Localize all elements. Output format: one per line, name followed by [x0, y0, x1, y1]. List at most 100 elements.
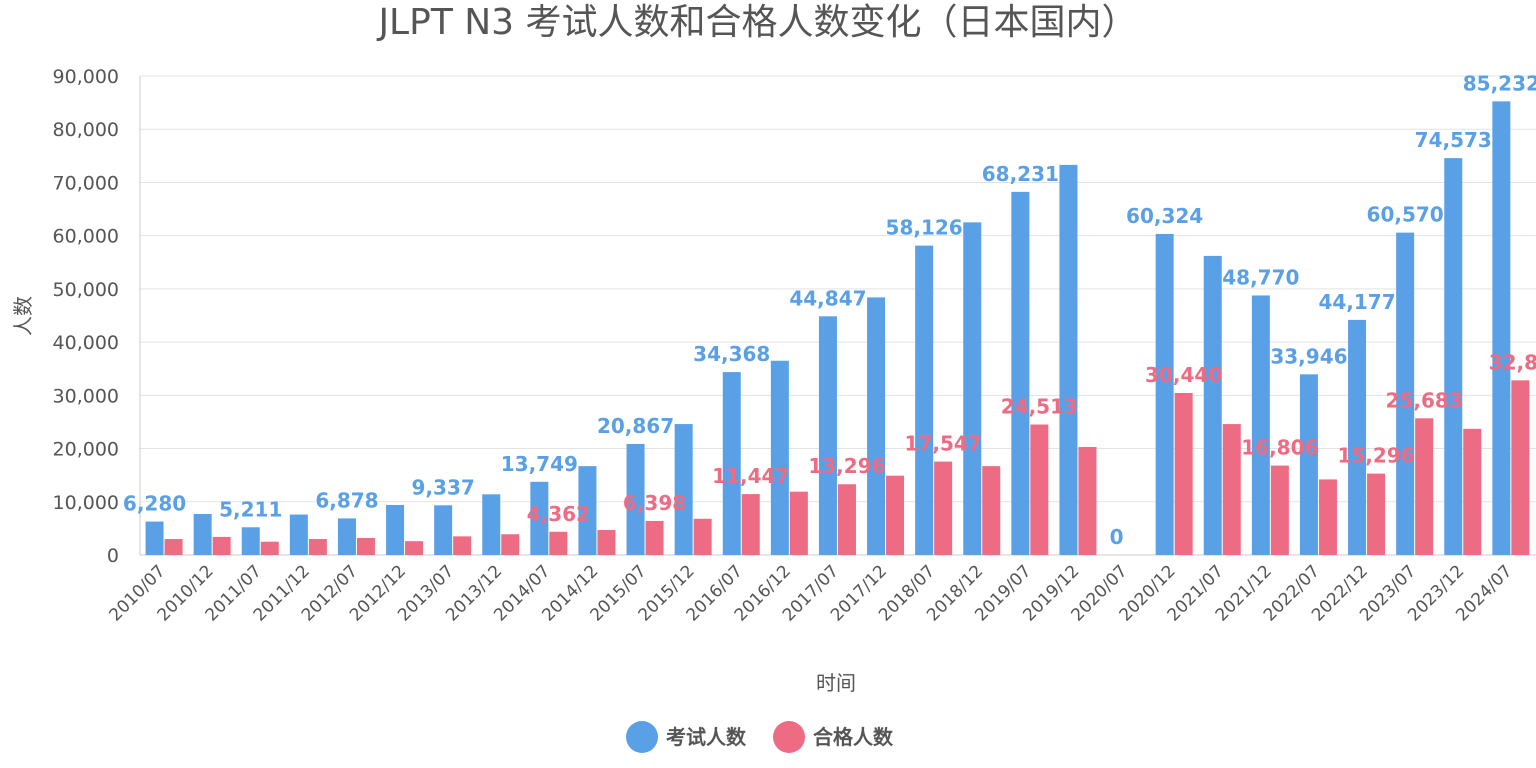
y-tick-labels: 0 10,000 20,000 30,000 40,000 50,000 60,000 70,… [53, 66, 119, 567]
y-tick-label: 0 [107, 545, 119, 567]
bar-passers[interactable] [356, 537, 375, 555]
data-label-exam-takers: 85,232 [1463, 71, 1536, 95]
data-label-exam-takers: 74,573 [1415, 128, 1492, 152]
bar-exam-takers[interactable] [193, 514, 212, 555]
bar-exam-takers[interactable] [1396, 232, 1415, 555]
bar-passers[interactable] [549, 531, 568, 555]
bar-exam-takers[interactable] [337, 518, 356, 555]
y-tick-label: 30,000 [53, 385, 119, 407]
bar-passers[interactable] [886, 475, 905, 555]
data-label-exam-takers: 0 [1110, 525, 1124, 549]
bar-passers[interactable] [1463, 428, 1482, 555]
x-tick-labels: 2010/072010/122011/072011/122012/072012/… [106, 561, 1517, 625]
y-tick-label: 70,000 [53, 172, 119, 194]
bar-passers[interactable] [308, 539, 327, 555]
bars [145, 101, 1530, 556]
bar-exam-takers[interactable] [386, 504, 405, 555]
bar-exam-takers[interactable] [722, 372, 741, 555]
bar-passers[interactable] [453, 536, 472, 555]
x-axis-title: 时间 [816, 671, 856, 695]
bar-passers[interactable] [693, 518, 712, 555]
bar-passers[interactable] [1030, 424, 1049, 555]
data-label-exam-takers: 6,878 [315, 488, 378, 512]
data-label-passers: 6,398 [623, 491, 686, 515]
data-label-passers: 16,806 [1241, 436, 1318, 460]
bar-passers[interactable] [260, 541, 279, 555]
legend[interactable]: 考试人数 合格人数 [626, 721, 894, 753]
bar-passers[interactable] [1511, 380, 1530, 555]
data-label-passers: 17,547 [905, 432, 982, 456]
data-label-passers: 13,296 [808, 454, 885, 478]
data-label-exam-takers: 34,368 [693, 342, 770, 366]
bar-exam-takers[interactable] [1011, 191, 1030, 556]
bar-exam-takers[interactable] [434, 505, 453, 555]
bar-exam-takers[interactable] [963, 222, 982, 555]
bar-exam-takers[interactable] [1203, 255, 1222, 555]
bar-exam-takers[interactable] [482, 494, 501, 555]
bar-exam-takers[interactable] [674, 424, 693, 555]
y-tick-label: 10,000 [53, 492, 119, 514]
bar-passers[interactable] [1078, 446, 1097, 555]
bar-exam-takers[interactable] [1059, 164, 1078, 555]
bar-exam-takers[interactable] [241, 527, 260, 555]
bar-passers[interactable] [837, 484, 856, 555]
data-label-passers: 32,82 [1489, 350, 1536, 374]
data-labels: 6,280 5,211 6,878 9,337 13,749 4,362 20,867 6,3… [123, 71, 1536, 549]
bar-exam-takers[interactable] [1444, 158, 1463, 555]
bar-passers[interactable] [405, 541, 424, 555]
bar-passers[interactable] [212, 536, 231, 555]
legend-label-passers[interactable]: 合格人数 [813, 725, 894, 749]
bar-passers[interactable] [934, 461, 953, 555]
bar-passers[interactable] [1270, 465, 1289, 555]
bar-passers[interactable] [1174, 392, 1193, 555]
data-label-exam-takers: 44,177 [1318, 290, 1395, 314]
bar-exam-takers[interactable] [818, 316, 837, 555]
chart-title: JLPT N3 考试人数和合格人数变化（日本国内） [376, 2, 1137, 43]
data-label-exam-takers: 6,280 [123, 492, 186, 516]
data-label-passers: 11,447 [712, 464, 789, 488]
data-label-passers: 24,513 [1001, 395, 1078, 419]
bar-passers[interactable] [1318, 479, 1337, 555]
data-label-exam-takers: 44,847 [789, 286, 866, 310]
bar-passers[interactable] [1367, 473, 1386, 555]
data-label-exam-takers: 60,570 [1367, 203, 1444, 227]
y-tick-label: 50,000 [53, 279, 119, 301]
bar-exam-takers[interactable] [289, 514, 308, 555]
y-tick-label: 60,000 [53, 226, 119, 248]
bar-exam-takers[interactable] [1251, 295, 1270, 555]
y-axis-title: 人数 [11, 296, 35, 336]
bar-exam-takers[interactable] [770, 360, 789, 555]
bar-passers[interactable] [1222, 424, 1241, 555]
bar-exam-takers[interactable] [578, 466, 597, 555]
data-label-exam-takers: 68,231 [982, 162, 1059, 186]
bar-passers[interactable] [982, 466, 1001, 555]
bar-exam-takers[interactable] [626, 443, 645, 555]
data-label-exam-takers: 58,126 [886, 216, 963, 240]
bar-exam-takers[interactable] [530, 481, 549, 555]
data-label-exam-takers: 9,337 [412, 475, 475, 499]
y-tick-label: 20,000 [53, 439, 119, 461]
bar-exam-takers[interactable] [1155, 233, 1174, 555]
bar-passers[interactable] [789, 491, 808, 555]
data-label-passers: 4,362 [527, 502, 590, 526]
bar-passers[interactable] [741, 494, 760, 555]
y-tick-label: 90,000 [53, 66, 119, 88]
bar-exam-takers[interactable] [867, 297, 886, 555]
bar-exam-takers[interactable] [915, 245, 934, 556]
legend-label-exam-takers[interactable]: 考试人数 [666, 725, 747, 749]
bar-passers[interactable] [164, 539, 183, 555]
bar-exam-takers[interactable] [1299, 374, 1318, 555]
bar-passers[interactable] [645, 520, 664, 555]
bar-exam-takers[interactable] [1348, 319, 1367, 555]
bar-exam-takers[interactable] [1492, 101, 1511, 556]
bar-passers[interactable] [597, 529, 616, 555]
data-label-exam-takers: 13,749 [501, 452, 578, 476]
bar-exam-takers[interactable] [145, 521, 164, 555]
bar-passers[interactable] [501, 534, 520, 555]
data-label-passers: 30,440 [1145, 363, 1222, 387]
data-label-exam-takers: 5,211 [219, 497, 282, 521]
legend-marker-passers[interactable] [773, 721, 805, 753]
legend-marker-exam-takers[interactable] [626, 721, 658, 753]
bar-passers[interactable] [1415, 418, 1434, 555]
